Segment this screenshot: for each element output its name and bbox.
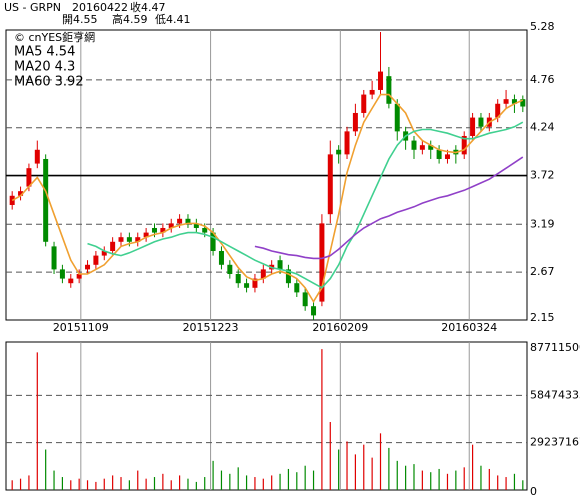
candle-body <box>160 227 166 233</box>
candle-body <box>260 269 266 279</box>
candle-body <box>294 283 300 293</box>
candle-body <box>327 154 333 215</box>
candle-body <box>244 283 250 288</box>
symbol: US - GRPN <box>4 1 61 14</box>
y-tick-label: 2.67 <box>530 265 555 278</box>
candle-body <box>369 89 375 95</box>
candle-body <box>336 149 342 155</box>
y-tick-label: 4.76 <box>530 73 555 86</box>
y-tick-label: 3.19 <box>530 217 555 230</box>
candle-body <box>495 103 501 118</box>
legend-value: 3.92 <box>55 75 84 90</box>
candle-body <box>411 140 417 150</box>
candle-body <box>51 246 57 270</box>
y2-tick-label: 58474333 <box>530 388 580 401</box>
x-tick-label: 20160324 <box>441 321 497 334</box>
candle-body <box>118 237 124 242</box>
candle-body <box>185 218 191 224</box>
legend-name: MA5 <box>14 45 42 60</box>
ma-line <box>254 156 524 260</box>
candle-body <box>285 269 291 284</box>
x-tick-label: 20151109 <box>53 321 109 334</box>
volume-panel <box>5 341 528 491</box>
legend-value: 4.54 <box>46 45 75 60</box>
candle-body <box>168 223 174 228</box>
candle-body <box>143 232 149 238</box>
quote-close: 收4.47 <box>130 0 166 14</box>
date: 20160422 <box>72 1 128 14</box>
y-tick-label: 4.24 <box>530 121 555 134</box>
candle-body <box>478 117 484 127</box>
candle-body <box>202 227 208 233</box>
candle-body <box>85 264 91 270</box>
quote-high: 高4.59 <box>112 12 148 26</box>
candle-body <box>9 195 15 205</box>
candle-body <box>419 145 425 150</box>
y-tick-label: 3.72 <box>530 169 555 182</box>
candle-body <box>18 191 24 196</box>
candle-body <box>193 223 199 228</box>
candle-body <box>34 149 40 164</box>
candle-body <box>135 237 141 242</box>
candle-body <box>177 218 183 224</box>
candle-body <box>361 94 367 113</box>
candle-body <box>227 264 233 274</box>
candle-body <box>428 145 434 150</box>
ma-line <box>87 121 524 289</box>
candle-body <box>277 260 283 270</box>
candle-body <box>503 99 509 104</box>
x-tick-label: 20151223 <box>183 321 239 334</box>
candle-body <box>319 223 325 302</box>
candle-body <box>302 292 308 307</box>
candle-body <box>394 103 400 132</box>
candle-body <box>311 306 317 316</box>
candle-body <box>43 158 49 242</box>
ma-line <box>11 93 524 304</box>
watermark: © cnYES鉅亨網 <box>14 30 95 44</box>
candle-body <box>344 131 350 155</box>
y2-tick-label: 87711500 <box>530 341 580 354</box>
y-tick-label: 5.28 <box>530 20 555 33</box>
quote-low: 低4.41 <box>155 13 191 26</box>
candle-body <box>444 154 450 159</box>
candle-body <box>26 168 32 187</box>
candle-body <box>68 278 74 284</box>
candle-body <box>520 99 526 107</box>
candle-body <box>76 273 82 279</box>
candle-body <box>252 278 258 288</box>
candle-body <box>378 71 384 90</box>
candle-body <box>126 237 132 242</box>
candle-body <box>235 273 241 284</box>
candle-body <box>93 255 99 265</box>
y-tick-label: 2.15 <box>530 311 555 324</box>
legend-value: 4.3 <box>55 60 76 75</box>
candle-body <box>436 149 442 159</box>
candle-body <box>210 232 216 251</box>
candle-body <box>461 135 467 155</box>
candle-body <box>386 76 392 104</box>
candle-body <box>59 269 65 279</box>
candle-body <box>151 227 157 233</box>
y2-tick-label: 0 <box>530 485 537 498</box>
x-tick-label: 20160209 <box>312 321 368 334</box>
candle-body <box>110 241 116 251</box>
candle-body <box>511 99 517 104</box>
legend-name: MA60 <box>14 75 51 90</box>
y2-tick-label: 29237167 <box>530 436 580 449</box>
candle-body <box>470 117 476 136</box>
legend-name: MA20 <box>14 60 51 75</box>
candle-body <box>101 250 107 256</box>
candle-body <box>218 250 224 265</box>
quote-open: 開4.55 <box>62 13 98 26</box>
candle-body <box>352 112 358 132</box>
